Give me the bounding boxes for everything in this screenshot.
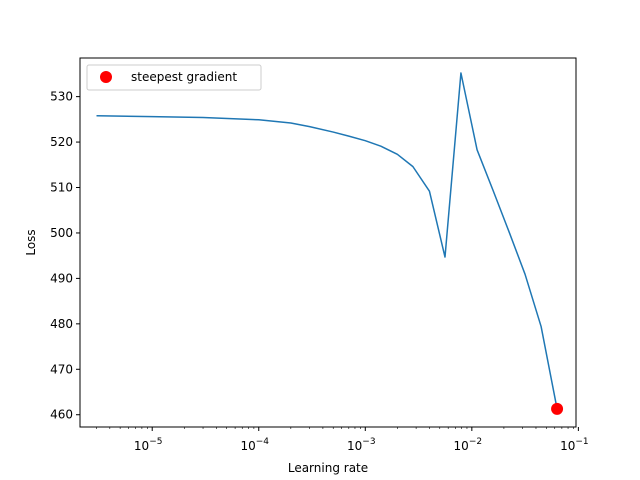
loss-curve-line [96,72,558,409]
legend-box [86,64,262,91]
y-tick-label: 520 [50,135,73,149]
y-tick-label: 510 [50,181,73,195]
x-axis-label: Learning rate [288,461,368,475]
y-tick-label: 500 [50,226,73,240]
legend: steepest gradient [86,64,262,91]
axes-frame [79,57,577,428]
y-axis-ticks: 460 470 480 490 500 510 520 530 [50,90,80,422]
legend-label-steepest-gradient: steepest gradient [131,70,237,84]
steepest-gradient-point [551,402,564,415]
legend-marker-steepest-gradient [100,71,112,83]
y-tick-label: 460 [50,408,73,422]
y-axis-label: Loss [24,229,38,255]
plot-area [96,72,564,415]
y-tick-label: 480 [50,317,73,331]
y-tick-label: 530 [50,90,73,104]
y-tick-label: 470 [50,362,73,376]
y-tick-label: 490 [50,271,73,285]
